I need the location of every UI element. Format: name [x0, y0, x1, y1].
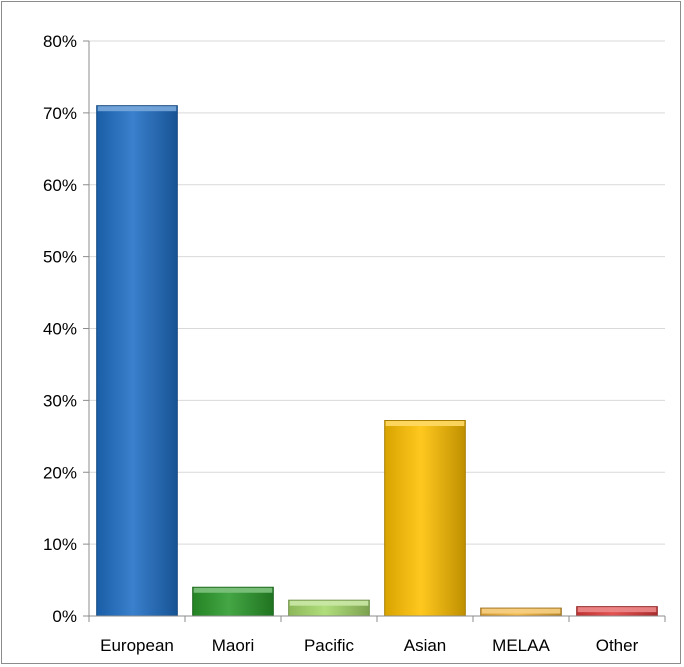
y-tick-label: 50%: [43, 248, 77, 267]
y-tick-label: 80%: [43, 32, 77, 51]
y-tick-label: 20%: [43, 463, 77, 482]
y-tick-label: 70%: [43, 104, 77, 123]
x-category-label: Pacific: [304, 636, 355, 655]
y-tick-label: 30%: [43, 391, 77, 410]
bar: [384, 420, 466, 617]
bar: [96, 105, 178, 617]
x-category-label: Maori: [212, 636, 255, 655]
bar-other: [576, 606, 658, 617]
x-axis: European Maori Pacific Asian MELAA Other: [88, 615, 666, 655]
x-category-label: Asian: [404, 636, 447, 655]
x-category-label: MELAA: [492, 636, 550, 655]
gridlines: [89, 40, 665, 545]
y-axis: 0% 10% 20% 30% 40% 50% 60% 70% 80%: [43, 32, 90, 626]
bar-melaa: [480, 607, 562, 617]
bar-bevel: [289, 600, 369, 606]
bar-bevel: [385, 421, 465, 426]
y-tick-label: 0%: [52, 607, 77, 626]
bar-bevel: [193, 587, 273, 593]
bar-bevel: [577, 607, 657, 613]
y-tick-label: 40%: [43, 320, 77, 339]
bar-asian: [384, 420, 466, 617]
bar-bevel: [481, 608, 561, 614]
bar-maori: [192, 586, 274, 617]
bars: [96, 105, 658, 617]
bar-european: [96, 105, 178, 617]
y-tick-label: 10%: [43, 535, 77, 554]
y-tick-label: 60%: [43, 176, 77, 195]
x-category-label: European: [100, 636, 174, 655]
bar-bevel: [97, 106, 177, 112]
x-category-label: Other: [596, 636, 639, 655]
bar-pacific: [288, 599, 370, 617]
